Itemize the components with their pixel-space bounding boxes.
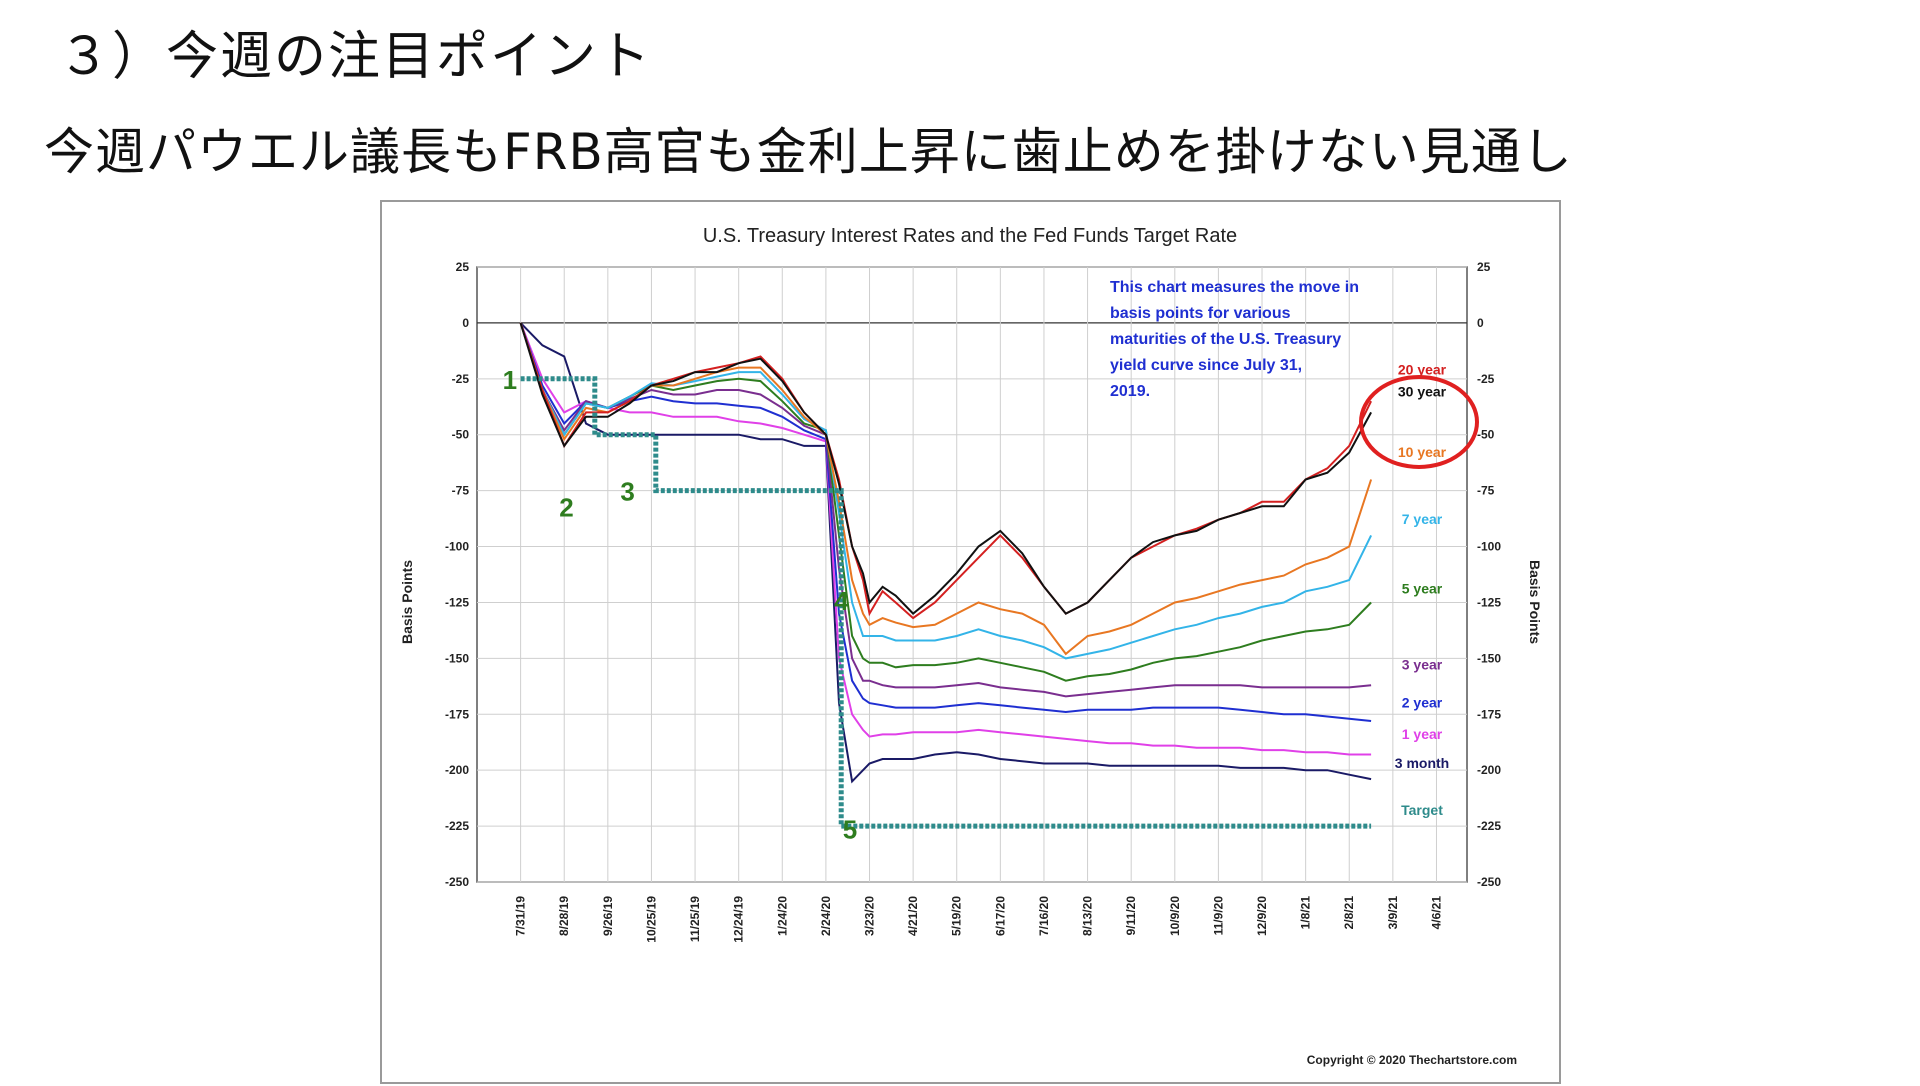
y-tick-label-left: -50 — [452, 428, 470, 442]
y-tick-label-left: -150 — [445, 651, 469, 665]
y-tick-label-left: -250 — [445, 875, 469, 889]
y-tick-label-right: -175 — [1477, 707, 1501, 721]
y-tick-label-right: -200 — [1477, 763, 1501, 777]
series-line-5-year — [519, 322, 1372, 682]
series-line-2-year — [519, 322, 1372, 722]
x-axis: 7/31/19 8/28/19 9/26/19 10/25/19 11/25/19 12/… — [514, 896, 1444, 943]
x-tick-label: 4/6/21 — [1429, 896, 1443, 930]
y-tick-label-right: 0 — [1477, 316, 1484, 330]
x-tick-label: 1/24/20 — [775, 896, 789, 936]
x-tick-label: 2/24/20 — [819, 896, 833, 936]
x-tick-label: 11/25/19 — [688, 896, 702, 942]
x-tick-label: 3/9/21 — [1386, 896, 1400, 930]
y-tick-label-right: -50 — [1477, 428, 1495, 442]
series-label-7-year: 7 year — [1402, 511, 1443, 527]
x-tick-label: 11/9/20 — [1211, 896, 1225, 936]
series-label-2-year: 2 year — [1402, 695, 1443, 711]
y-axis-right: 25 0 -25 -50 -75 -100 -125 -150 -175 -200 -225 -250 — [1477, 260, 1501, 889]
x-tick-label: 10/9/20 — [1168, 896, 1182, 936]
slide-subtitle: 今週パウエル議長もFRB高官も金利上昇に歯止めを掛けない見通し — [44, 123, 1573, 181]
y-tick-label-left: 25 — [456, 260, 470, 274]
highlight-circle — [1359, 375, 1479, 469]
callout-1: 1 — [503, 365, 517, 395]
series-label-1-year: 1 year — [1402, 726, 1443, 742]
series-label-20-year: 20 year — [1398, 361, 1447, 377]
x-tick-label: 12/24/19 — [732, 896, 746, 943]
chart-frame: U.S. Treasury Interest Rates and the Fed… — [380, 200, 1561, 1084]
callouts: 1 2 3 4 5 — [503, 365, 858, 845]
series-line-10-year — [519, 322, 1373, 656]
y-tick-label-right: -100 — [1477, 540, 1501, 554]
series-label-5-year: 5 year — [1402, 581, 1443, 597]
series-line-1-year — [519, 322, 1372, 756]
x-tick-label: 10/25/19 — [644, 896, 658, 943]
y-tick-label-right: -75 — [1477, 484, 1495, 498]
y-tick-label-left: 0 — [462, 316, 469, 330]
x-tick-label: 5/19/20 — [950, 896, 964, 936]
x-tick-label: 8/13/20 — [1081, 896, 1095, 936]
series-line-3-month — [519, 322, 1372, 784]
x-tick-label: 8/28/19 — [557, 896, 571, 936]
plot-area — [476, 266, 1468, 883]
series-line-30-year — [519, 322, 1372, 615]
y-axis-label-right: Basis Points — [1527, 560, 1543, 644]
copyright: Copyright © 2020 Thechartstore.com — [1307, 1053, 1517, 1067]
x-tick-label: 1/8/21 — [1299, 896, 1313, 930]
series-lines — [519, 322, 1373, 829]
series-label-Target: Target — [1401, 802, 1443, 818]
x-tick-label: 9/26/19 — [601, 896, 615, 936]
y-axis-label-left: Basis Points — [399, 560, 415, 644]
series-label-3-year: 3 year — [1402, 657, 1443, 673]
y-tick-label-right: -25 — [1477, 372, 1495, 386]
y-tick-label-right: -125 — [1477, 595, 1501, 609]
series-line-Target — [520, 376, 1372, 829]
chart-note: This chart measures the move in basis poi… — [1110, 279, 1359, 400]
grid-lines — [476, 266, 1468, 883]
series-label-3-month: 3 month — [1395, 755, 1449, 771]
chart-note-line: 2019. — [1110, 383, 1150, 400]
y-tick-label-right: -250 — [1477, 875, 1501, 889]
callout-2: 2 — [559, 492, 573, 522]
y-tick-label-right: 25 — [1477, 260, 1491, 274]
x-tick-label: 12/9/20 — [1255, 896, 1269, 936]
y-tick-label-left: -225 — [445, 819, 469, 833]
y-tick-label-left: -100 — [445, 540, 469, 554]
chart-note-line: basis points for various — [1110, 305, 1291, 322]
series-label-30-year: 30 year — [1398, 384, 1447, 400]
series-label-10-year: 10 year — [1398, 444, 1447, 460]
chart-note-line: maturities of the U.S. Treasury — [1110, 331, 1341, 348]
slide-title: ３）今週の注目ポイント — [58, 27, 653, 87]
chart-title: U.S. Treasury Interest Rates and the Fed… — [703, 225, 1237, 247]
callout-3: 3 — [620, 477, 634, 507]
y-tick-label-right: -150 — [1477, 651, 1501, 665]
callout-5: 5 — [843, 814, 857, 844]
x-tick-label: 2/8/21 — [1342, 896, 1356, 930]
y-axis-left: 25 0 -25 -50 -75 -100 -125 -150 -175 -200 -225 -250 — [445, 260, 469, 889]
chart-note-line: yield curve since July 31, — [1110, 357, 1302, 374]
x-tick-label: 7/31/19 — [514, 896, 528, 936]
x-tick-label: 9/11/20 — [1124, 896, 1138, 936]
y-tick-label-left: -200 — [445, 763, 469, 777]
treasury-rate-chart: U.S. Treasury Interest Rates and the Fed… — [399, 225, 1543, 1067]
x-tick-label: 4/21/20 — [906, 896, 920, 936]
chart-note-line: This chart measures the move in — [1110, 279, 1359, 296]
series-labels: 3 month 1 year 2 year 3 year 5 year 7 year 10 … — [1395, 361, 1449, 818]
y-tick-label-right: -225 — [1477, 819, 1501, 833]
x-tick-label: 7/16/20 — [1037, 896, 1051, 936]
y-tick-label-left: -175 — [445, 707, 469, 721]
y-tick-label-left: -75 — [452, 484, 470, 498]
series-line-3-year — [519, 322, 1372, 698]
callout-4: 4 — [834, 586, 849, 616]
y-tick-label-left: -25 — [452, 372, 470, 386]
x-tick-label: 6/17/20 — [993, 896, 1007, 936]
y-tick-label-left: -125 — [445, 595, 469, 609]
x-tick-label: 3/23/20 — [863, 896, 877, 936]
